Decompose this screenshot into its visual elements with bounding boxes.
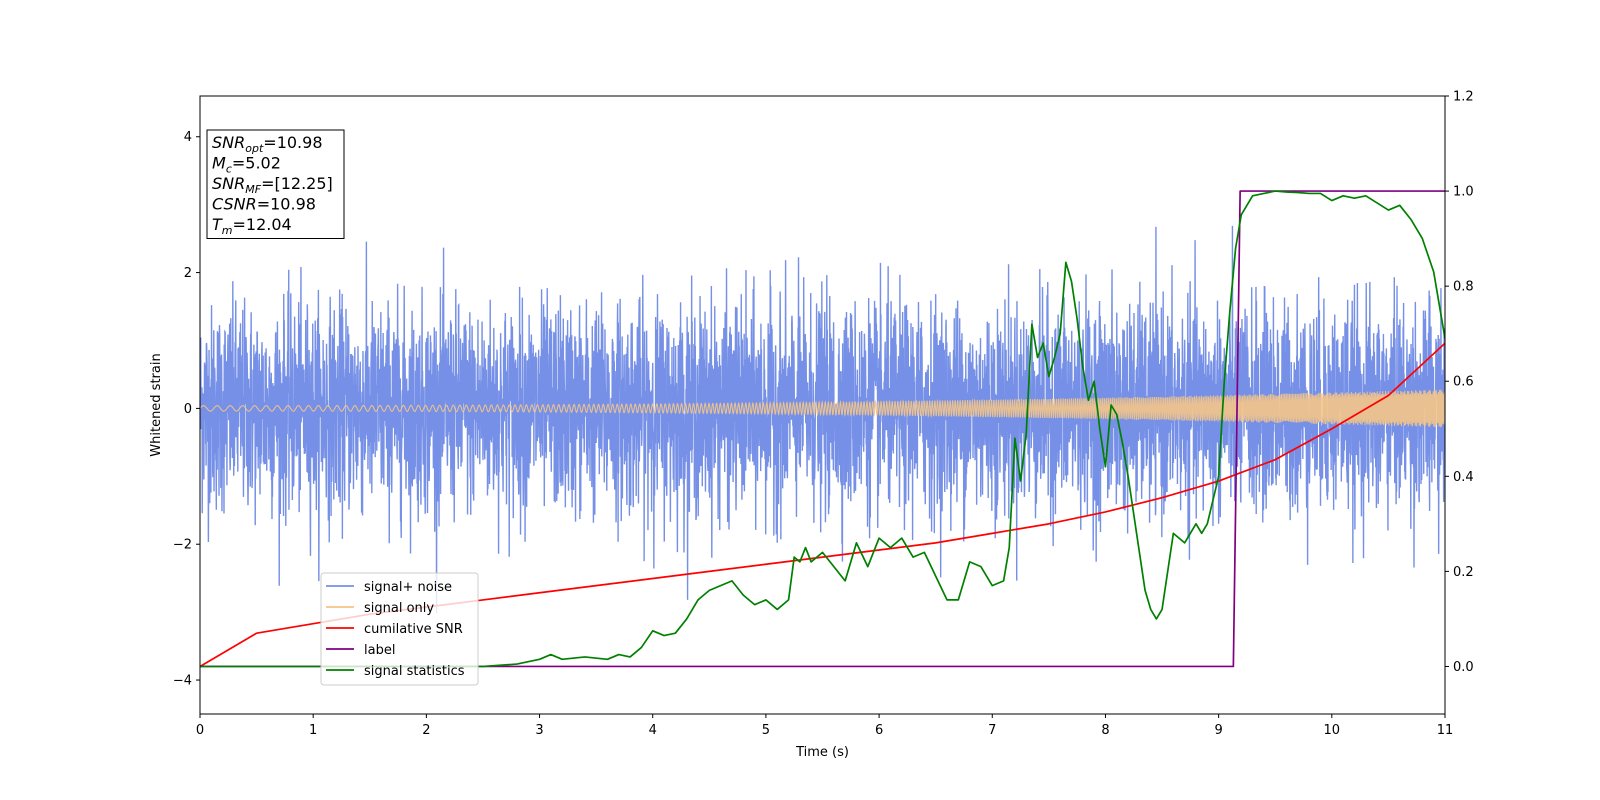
x-tick-label: 2	[422, 723, 430, 738]
info-line: Tm=12.04	[212, 215, 292, 237]
x-tick-label: 0	[196, 723, 204, 738]
info-box-frame	[206, 129, 345, 239]
x-tick-label: 1	[309, 723, 317, 738]
x-tick-label: 5	[762, 723, 770, 738]
legend-label: signal statistics	[364, 664, 465, 679]
axes: 0 1 2 3 4 5 6 7 8 9 10 11 −4 −2 0 2 4 0.0 0.2 0.4 0.6 0.8 1.0 1…	[173, 90, 1474, 739]
legend: signal+ noise signal only cumilative SNR la…	[320, 572, 479, 686]
series-label-line	[200, 190, 1445, 668]
y2-tick-label: 1.2	[1453, 90, 1474, 105]
x-tick-label: 3	[535, 723, 543, 738]
info-line: SNRMF=[12.25]	[212, 174, 333, 196]
y2-tick-label: 0.2	[1453, 565, 1474, 580]
series-signal-noise-line	[200, 225, 1445, 614]
x-axis-label: Time (s)	[795, 745, 849, 760]
x-tick-label: 6	[875, 723, 883, 738]
info-line: CSNR=10.98	[212, 195, 316, 214]
legend-label: cumilative SNR	[364, 622, 463, 637]
y-tick-label: 2	[184, 266, 192, 281]
legend-label: signal only	[364, 601, 434, 616]
x-tick-label: 4	[649, 723, 657, 738]
y2-tick-label: 0.8	[1453, 280, 1474, 295]
legend-label: signal+ noise	[364, 580, 452, 595]
x-tick-label: 10	[1324, 723, 1341, 738]
legend-label: label	[364, 643, 395, 658]
x-tick-label: 11	[1437, 723, 1454, 738]
x-tick-label: 8	[1101, 723, 1109, 738]
y-tick-label: 0	[184, 402, 192, 417]
legend-frame	[320, 572, 479, 686]
y-tick-label: −4	[173, 674, 192, 689]
info-line: SNRopt=10.98	[212, 133, 323, 155]
y-tick-label: −2	[173, 538, 192, 553]
y-axis-label: Whitened strain	[149, 353, 164, 456]
y2-tick-label: 0.6	[1453, 375, 1474, 390]
x-tick-label: 7	[988, 723, 996, 738]
info-box: SNRopt=10.98Mc=5.02SNRMF=[12.25]CSNR=10.…	[206, 129, 345, 239]
y2-tick-label: 0.4	[1453, 470, 1474, 485]
y2-tick-label: 1.0	[1453, 185, 1474, 200]
y2-tick-label: 0.0	[1453, 660, 1474, 675]
plot-frame	[199, 95, 1446, 715]
series-signal-statistics-line	[200, 190, 1445, 668]
x-tick-label: 9	[1214, 723, 1222, 738]
y-tick-label: 4	[184, 130, 192, 145]
info-line: Mc=5.02	[212, 154, 281, 176]
